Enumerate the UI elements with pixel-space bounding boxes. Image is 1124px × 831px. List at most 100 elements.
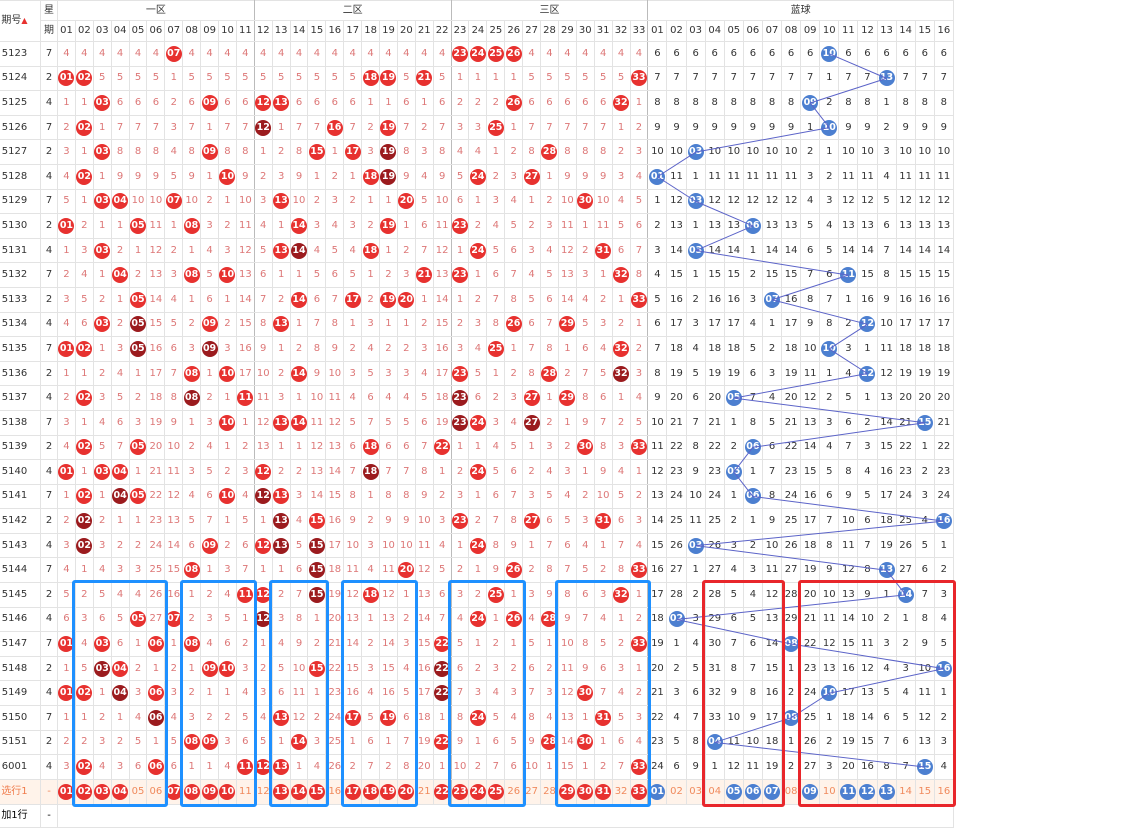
red-select-cell[interactable]: 22 — [432, 778, 452, 805]
red-select-ball[interactable]: 33 — [630, 783, 647, 800]
red-select-cell[interactable]: 01 — [57, 778, 76, 805]
red-cell: 5 — [522, 65, 542, 92]
red-cell: 01 — [57, 459, 76, 485]
red-select-cell[interactable]: 05 — [128, 778, 148, 805]
red-select-cell[interactable]: 18 — [361, 778, 381, 805]
blue-select-cell[interactable]: 16 — [933, 778, 954, 805]
blue-select-cell[interactable]: 08 — [781, 778, 802, 805]
blue-cell: 4 — [647, 262, 668, 288]
red-select-ball[interactable]: 31 — [595, 783, 612, 800]
red-select-cell[interactable]: 12 — [253, 778, 273, 805]
red-select-cell[interactable]: 06 — [146, 778, 166, 805]
blue-select-cell[interactable]: 07 — [761, 778, 783, 805]
red-select-ball[interactable]: 29 — [559, 783, 576, 800]
red-select-ball[interactable]: 19 — [380, 783, 397, 800]
red-select-ball[interactable]: 10 — [219, 783, 236, 800]
blue-select-ball[interactable]: 09 — [802, 783, 819, 800]
blue-select-ball[interactable]: 12 — [859, 783, 876, 800]
blue-select-cell[interactable]: 14 — [895, 778, 916, 805]
selection-label[interactable]: 选行1 — [0, 778, 41, 805]
red-select-cell[interactable]: 30 — [575, 778, 595, 805]
red-select-cell[interactable]: 03 — [92, 778, 112, 805]
red-select-cell[interactable]: 20 — [396, 778, 416, 805]
blue-select-ball[interactable]: 11 — [840, 783, 857, 800]
red-select-ball[interactable]: 02 — [76, 783, 93, 800]
red-cell: 33 — [629, 557, 649, 584]
blue-select-cell[interactable]: 03 — [685, 778, 706, 805]
blue-ball: 03 — [687, 144, 704, 161]
blue-select-cell[interactable]: 01 — [647, 778, 668, 805]
blue-select-ball[interactable]: 05 — [725, 783, 742, 800]
red-select-cell[interactable]: 04 — [110, 778, 130, 805]
red-select-ball[interactable]: 15 — [308, 783, 325, 800]
red-select-cell[interactable]: 11 — [235, 778, 255, 805]
red-select-cell[interactable]: 19 — [379, 778, 398, 805]
red-select-ball[interactable]: 25 — [487, 783, 504, 800]
red-cell: 14 — [235, 286, 255, 313]
red-select-cell[interactable]: 29 — [557, 778, 577, 805]
red-select-ball[interactable]: 24 — [469, 783, 486, 800]
red-cell: 7 — [522, 336, 542, 362]
red-select-ball[interactable]: 30 — [577, 783, 594, 800]
blue-select-ball[interactable]: 01 — [649, 783, 666, 800]
red-select-cell[interactable]: 28 — [540, 778, 559, 805]
red-cell: 18 — [361, 459, 381, 485]
red-select-ball[interactable]: 08 — [183, 783, 200, 800]
sort-arrow-icon[interactable]: ▲ — [21, 16, 28, 25]
red-select-cell[interactable]: 17 — [343, 778, 363, 805]
issue-header[interactable]: 期号▲ — [0, 0, 41, 42]
blue-select-cell[interactable]: 15 — [914, 778, 935, 805]
red-select-ball[interactable]: 03 — [94, 783, 111, 800]
red-cell: 7 — [200, 508, 220, 534]
red-cell: 7 — [593, 680, 613, 707]
red-select-cell[interactable]: 21 — [414, 778, 434, 805]
red-select-cell[interactable]: 13 — [271, 778, 291, 805]
blue-select-cell[interactable]: 10 — [819, 778, 840, 805]
blue-select-ball[interactable]: 06 — [744, 783, 761, 800]
red-select-cell[interactable]: 24 — [468, 778, 488, 805]
blue-cell: 06 — [742, 434, 763, 461]
blue-select-ball[interactable]: 13 — [878, 783, 895, 800]
add-row-label[interactable]: 加1行 — [0, 803, 41, 828]
red-select-cell[interactable]: 15 — [307, 778, 327, 805]
red-ball: 03 — [94, 144, 111, 161]
red-ball: 02 — [76, 759, 93, 776]
red-select-ball[interactable]: 17 — [344, 783, 361, 800]
red-select-cell[interactable]: 16 — [325, 778, 345, 805]
red-select-ball[interactable]: 01 — [58, 783, 75, 800]
red-select-cell[interactable]: 14 — [289, 778, 309, 805]
blue-select-cell[interactable]: 06 — [742, 778, 763, 805]
blue-select-cell[interactable]: 02 — [666, 778, 687, 805]
blue-select-cell[interactable]: 04 — [704, 778, 725, 805]
red-select-cell[interactable]: 07 — [164, 778, 184, 805]
blue-select-cell[interactable]: 12 — [857, 778, 878, 805]
red-select-ball[interactable]: 18 — [362, 783, 379, 800]
blue-select-cell[interactable]: 11 — [838, 778, 859, 805]
red-select-cell[interactable]: 10 — [218, 778, 237, 805]
red-cell: 4 — [361, 680, 381, 707]
red-select-ball[interactable]: 13 — [273, 783, 290, 800]
red-select-cell[interactable]: 26 — [504, 778, 524, 805]
red-select-cell[interactable]: 09 — [200, 778, 220, 805]
blue-select-cell[interactable]: 13 — [876, 778, 897, 805]
red-select-cell[interactable]: 31 — [593, 778, 613, 805]
blue-select-cell[interactable]: 05 — [723, 778, 744, 805]
red-select-cell[interactable]: 33 — [629, 778, 649, 805]
red-cell: 4 — [146, 41, 166, 67]
red-select-ball[interactable]: 09 — [201, 783, 218, 800]
blue-select-ball[interactable]: 07 — [764, 783, 780, 800]
red-select-ball[interactable]: 23 — [452, 783, 469, 800]
red-select-ball[interactable]: 20 — [398, 783, 415, 800]
red-select-ball[interactable]: 07 — [165, 783, 182, 800]
red-select-cell[interactable]: 32 — [611, 778, 631, 805]
red-select-cell[interactable]: 27 — [522, 778, 542, 805]
red-select-cell[interactable]: 25 — [486, 778, 506, 805]
red-select-ball[interactable]: 22 — [434, 783, 451, 800]
red-select-cell[interactable]: 08 — [182, 778, 202, 805]
red-select-ball[interactable]: 04 — [112, 783, 129, 800]
red-select-cell[interactable]: 02 — [74, 778, 94, 805]
blue-select-cell[interactable]: 09 — [800, 778, 821, 805]
red-select-ball[interactable]: 14 — [291, 783, 308, 800]
red-select-cell[interactable]: 23 — [450, 778, 470, 805]
red-cell: 13 — [557, 705, 577, 731]
